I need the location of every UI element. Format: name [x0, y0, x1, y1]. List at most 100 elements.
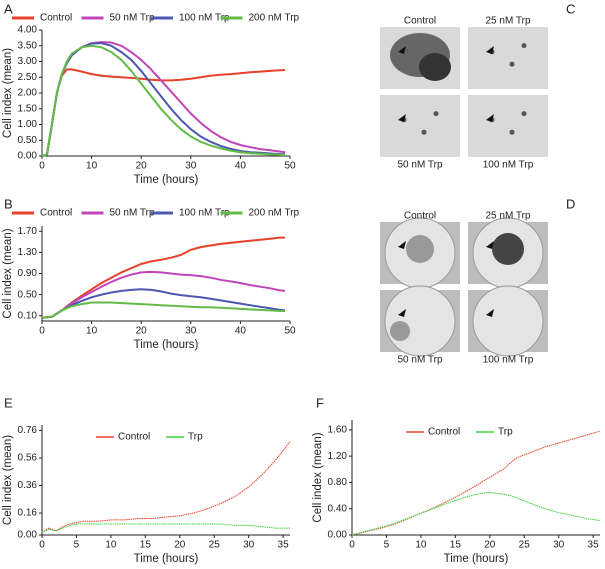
image-caption: 50 nM Trp	[397, 355, 442, 366]
x-tick-label: 50	[284, 161, 296, 172]
x-tick-label: 10	[105, 540, 117, 551]
y-tick-label: 2.50	[18, 72, 38, 83]
y-tick-label: 0.50	[18, 135, 38, 146]
y-tick-label: 0.56	[18, 453, 38, 464]
x-tick-label: 40	[235, 326, 247, 337]
x-tick-label: 25	[519, 540, 531, 551]
x-tick-label: 0	[39, 540, 45, 551]
x-tick-label: 50	[284, 326, 296, 337]
y-axis-label: Cell index (mean)	[2, 435, 14, 525]
arrowhead	[398, 114, 406, 122]
x-tick-label: 30	[185, 326, 197, 337]
y-tick-label: 3.50	[18, 40, 38, 51]
panel-label: D	[566, 196, 575, 211]
legend-label: 100 nM Trp	[179, 13, 230, 24]
image-caption: 25 nM Trp	[485, 16, 530, 27]
y-tick-label: 1.30	[18, 247, 38, 258]
y-tick-label: 0.80	[328, 477, 348, 488]
colony	[406, 235, 434, 263]
x-tick-label: 30	[553, 540, 565, 551]
legend-label: Trp	[498, 427, 513, 438]
image-caption: Control	[404, 211, 436, 222]
series-line	[41, 42, 286, 157]
y-tick-label: 0.16	[18, 508, 38, 519]
x-tick-label: 0	[39, 161, 45, 172]
spheroid	[509, 129, 515, 135]
x-tick-label: 0	[349, 540, 355, 551]
x-tick-label: 35	[588, 540, 600, 551]
colony	[390, 321, 410, 341]
x-tick-label: 35	[278, 540, 290, 551]
x-tick-label: 10	[86, 326, 98, 337]
colony	[492, 233, 524, 265]
series-line	[41, 270, 286, 319]
x-axis-label: Time (hours)	[444, 553, 509, 565]
spheroid	[421, 129, 427, 135]
legend-label: 50 nM Trp	[110, 208, 155, 219]
spheroid	[521, 111, 527, 117]
y-tick-label: 0.50	[18, 289, 38, 300]
arrowhead	[398, 241, 406, 249]
legend-label: 200 nM Trp	[249, 13, 300, 24]
arrowhead	[486, 46, 494, 54]
spheroid	[433, 111, 439, 117]
x-tick-label: 20	[174, 540, 186, 551]
x-tick-label: 15	[140, 540, 152, 551]
dish	[384, 285, 456, 357]
x-axis-label: Time (hours)	[134, 553, 199, 565]
y-tick-label: 0.00	[328, 530, 348, 541]
arrowhead	[486, 309, 494, 317]
series-line	[41, 523, 290, 533]
y-tick-label: 0.40	[328, 503, 348, 514]
arrowhead	[486, 114, 494, 122]
image-caption: 25 nM Trp	[485, 211, 530, 222]
x-tick-label: 40	[235, 161, 247, 172]
micrograph	[380, 95, 460, 157]
spheroid	[521, 43, 527, 49]
x-tick-label: 10	[86, 161, 98, 172]
image-caption: 50 nM Trp	[397, 160, 442, 171]
x-tick-label: 0	[39, 326, 45, 337]
series-line	[351, 430, 601, 536]
legend-label: Trp	[188, 432, 203, 443]
y-tick-label: 0.00	[18, 151, 38, 162]
arrowhead	[398, 46, 406, 54]
y-tick-label: 0.36	[18, 480, 38, 491]
y-tick-label: 4.00	[18, 25, 38, 36]
y-tick-label: 2.00	[18, 88, 38, 99]
legend-label: Control	[118, 432, 150, 443]
series-line	[41, 236, 285, 319]
panel-label: E	[4, 395, 13, 410]
series-line	[41, 68, 286, 157]
spheroid	[509, 61, 515, 67]
dish	[472, 285, 544, 357]
x-tick-label: 15	[450, 540, 462, 551]
y-axis-label: Cell index (mean)	[312, 432, 324, 522]
legend-label: 200 nM Trp	[249, 208, 300, 219]
x-tick-label: 30	[243, 540, 255, 551]
x-tick-label: 30	[185, 161, 197, 172]
y-tick-label: 0.10	[18, 310, 38, 321]
image-caption: 100 nM Trp	[483, 355, 534, 366]
image-caption: 100 nM Trp	[483, 160, 534, 171]
panel-label: F	[316, 395, 324, 410]
image-caption: Control	[404, 16, 436, 27]
series-line	[41, 301, 285, 319]
y-tick-label: 1.50	[18, 103, 38, 114]
y-tick-label: 1.60	[328, 424, 348, 435]
series-line	[351, 491, 601, 536]
x-tick-label: 5	[384, 540, 390, 551]
legend-label: 50 nM Trp	[110, 13, 155, 24]
legend-label: Control	[40, 13, 72, 24]
y-tick-label: 0.76	[18, 425, 38, 436]
y-tick-label: 0.90	[18, 268, 38, 279]
y-tick-label: 0.00	[18, 530, 38, 541]
series-line	[41, 441, 291, 533]
panel-label: C	[566, 1, 575, 16]
y-tick-label: 1.70	[18, 226, 38, 237]
y-axis-label: Cell index (mean)	[2, 48, 14, 138]
x-tick-label: 10	[415, 540, 427, 551]
y-tick-label: 3.00	[18, 56, 38, 67]
cluster	[419, 53, 451, 81]
